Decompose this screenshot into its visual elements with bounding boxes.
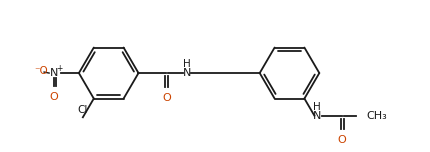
Text: O: O [50,92,58,102]
Text: H: H [183,59,191,69]
Text: N: N [50,68,58,78]
Text: H: H [313,102,321,112]
Text: Cl: Cl [78,105,88,115]
Text: O: O [338,135,347,145]
Text: CH₃: CH₃ [366,111,387,121]
Text: N: N [183,68,191,78]
Text: O: O [162,93,171,103]
Text: +: + [56,64,62,73]
Text: N: N [313,111,322,121]
Text: ⁻O: ⁻O [34,66,48,76]
